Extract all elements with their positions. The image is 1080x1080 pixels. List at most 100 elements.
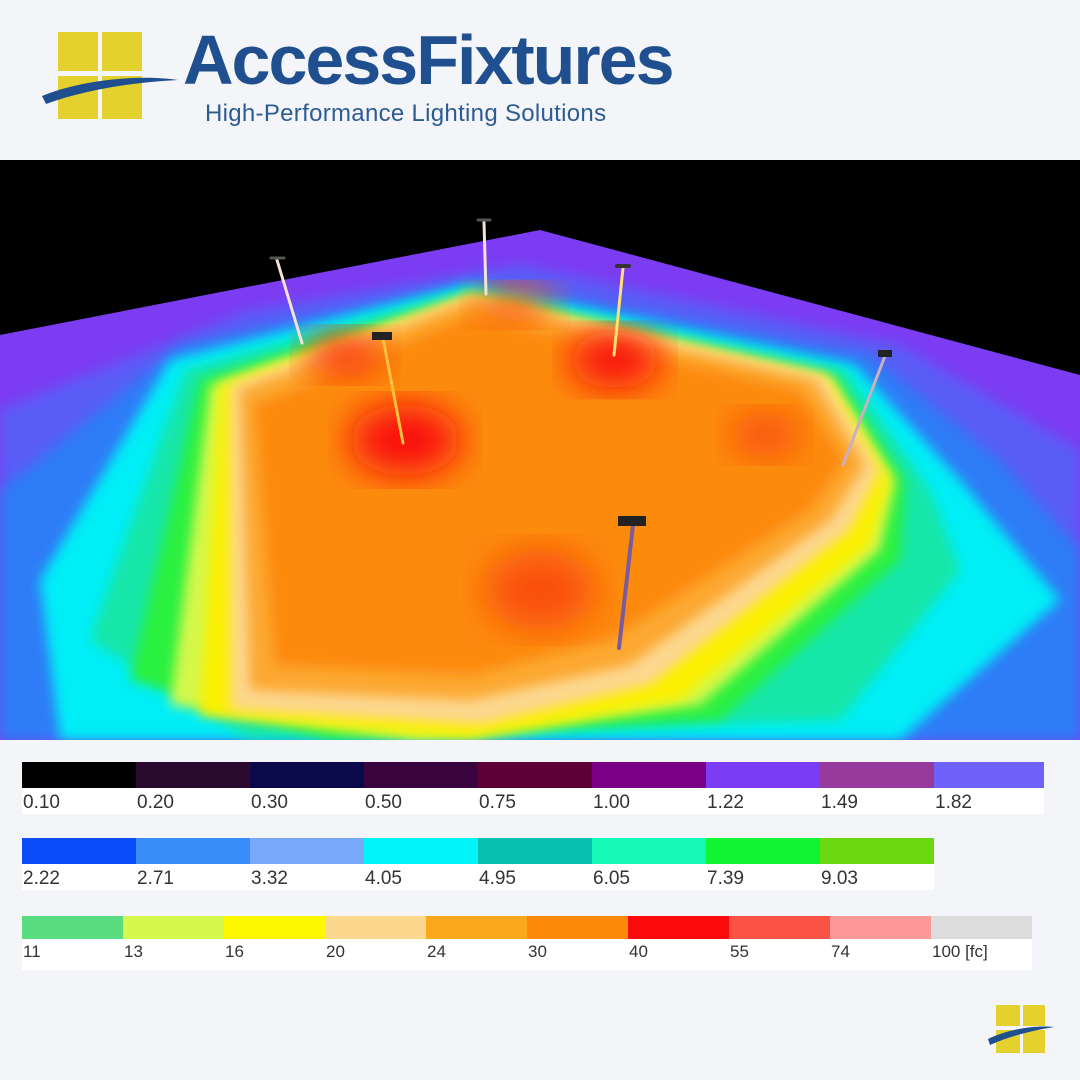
- legend-item: 0.10: [22, 762, 136, 814]
- legend-swatch: [250, 762, 364, 788]
- legend-row: 11 13 16 20 24 30 40 55: [22, 916, 1032, 970]
- light-pole: [617, 516, 646, 650]
- legend-swatch: [931, 916, 1032, 939]
- legend-item: 1.22: [706, 762, 820, 814]
- hotspot: [485, 550, 595, 630]
- legend-label: 0.30: [250, 788, 364, 814]
- legend-label: 4.05: [364, 864, 478, 890]
- legend-swatch: [934, 762, 1044, 788]
- legend-item: 11: [22, 916, 123, 970]
- hotspot: [730, 413, 800, 457]
- legend-label: 16: [224, 939, 325, 970]
- legend-item: 4.95: [478, 838, 592, 890]
- hotspot: [570, 332, 660, 388]
- legend-swatch: [706, 838, 820, 864]
- legend-item: 40: [628, 916, 729, 970]
- legend-item: 3.32: [250, 838, 364, 890]
- legend-swatch: [706, 762, 820, 788]
- legend-swatch: [426, 916, 527, 939]
- legend-item: 6.05: [592, 838, 706, 890]
- legend-row: 0.10 0.20 0.30 0.50 0.75 1.00 1.22 1.49: [22, 762, 1044, 814]
- light-pole: [612, 264, 631, 357]
- hotspot: [350, 405, 460, 475]
- legend-swatch: [820, 838, 934, 864]
- hotspot: [305, 333, 385, 377]
- legend-swatch: [364, 838, 478, 864]
- legend-item: 13: [123, 916, 224, 970]
- legend-label: 30: [527, 939, 628, 970]
- legend-label: 13: [123, 939, 224, 970]
- hotspot: [475, 287, 555, 323]
- light-pole: [372, 332, 405, 445]
- legend-swatch: [478, 838, 592, 864]
- legend-label: 6.05: [592, 864, 706, 890]
- legend-swatch: [830, 916, 931, 939]
- legend-label: 1.49: [820, 788, 934, 814]
- legend-label: 4.95: [478, 864, 592, 890]
- legend-item: 20: [325, 916, 426, 970]
- legend-item: 4.05: [364, 838, 478, 890]
- legend-item: 1.82: [934, 762, 1044, 814]
- legend-item: 100 [fc]: [931, 916, 1032, 970]
- legend-item: 30: [527, 916, 628, 970]
- corner-logo-icon: [988, 1005, 1054, 1053]
- light-pole: [841, 350, 892, 467]
- legend-label: 100 [fc]: [931, 939, 1032, 970]
- legend-swatch: [224, 916, 325, 939]
- legend-swatch: [592, 762, 706, 788]
- legend-swatch: [22, 838, 136, 864]
- light-pole: [476, 218, 492, 296]
- legend-swatch: [325, 916, 426, 939]
- legend-item: 1.00: [592, 762, 706, 814]
- legend-swatch: [364, 762, 478, 788]
- legend-swatch: [592, 838, 706, 864]
- legend-row: 2.22 2.71 3.32 4.05 4.95 6.05 7.39 9.03: [22, 838, 934, 890]
- legend-label: 9.03: [820, 864, 934, 890]
- legend-swatch: [123, 916, 224, 939]
- window-pane-swoosh-logo-icon: [42, 32, 178, 119]
- legend-label: 1.22: [706, 788, 820, 814]
- legend-label: 40: [628, 939, 729, 970]
- legend-label: 1.82: [934, 788, 1044, 814]
- legend-item: 55: [729, 916, 830, 970]
- legend-item: 7.39: [706, 838, 820, 890]
- legend-swatch: [729, 916, 830, 939]
- brand-tagline: High-Performance Lighting Solutions: [205, 100, 607, 127]
- legend-label: 74: [830, 939, 931, 970]
- legend-item: 16: [224, 916, 325, 970]
- legend-swatch: [478, 762, 592, 788]
- legend-swatch: [820, 762, 934, 788]
- legend-label: 11: [22, 939, 123, 970]
- legend-label: 0.75: [478, 788, 592, 814]
- legend-item: 0.50: [364, 762, 478, 814]
- legend-item: 1.49: [820, 762, 934, 814]
- band-orange: [255, 315, 845, 675]
- legend-item: 74: [830, 916, 931, 970]
- legend-label: 7.39: [706, 864, 820, 890]
- legend-item: 0.75: [478, 762, 592, 814]
- brand-name: AccessFixtures: [183, 21, 675, 99]
- legend-item: 2.22: [22, 838, 136, 890]
- legend-label: 0.20: [136, 788, 250, 814]
- light-pole: [269, 256, 304, 345]
- legend-item: 2.71: [136, 838, 250, 890]
- light-poles: [269, 218, 892, 650]
- legend-label: 1.00: [592, 788, 706, 814]
- legend-label: 0.10: [22, 788, 136, 814]
- legend-label: 55: [729, 939, 830, 970]
- legend-swatch: [136, 838, 250, 864]
- brand-header: AccessFixtures High-Performance Lighting…: [0, 0, 1080, 160]
- legend-label: 3.32: [250, 864, 364, 890]
- legend-swatch: [22, 762, 136, 788]
- legend-label: 20: [325, 939, 426, 970]
- legend-label: 2.22: [22, 864, 136, 890]
- illuminance-render: [0, 160, 1080, 740]
- legend-item: 9.03: [820, 838, 934, 890]
- legend-item: 0.20: [136, 762, 250, 814]
- legend-item: 24: [426, 916, 527, 970]
- legend-swatch: [250, 838, 364, 864]
- legend-label: 2.71: [136, 864, 250, 890]
- legend-label: 24: [426, 939, 527, 970]
- hotspots: [305, 287, 800, 630]
- legend-swatch: [22, 916, 123, 939]
